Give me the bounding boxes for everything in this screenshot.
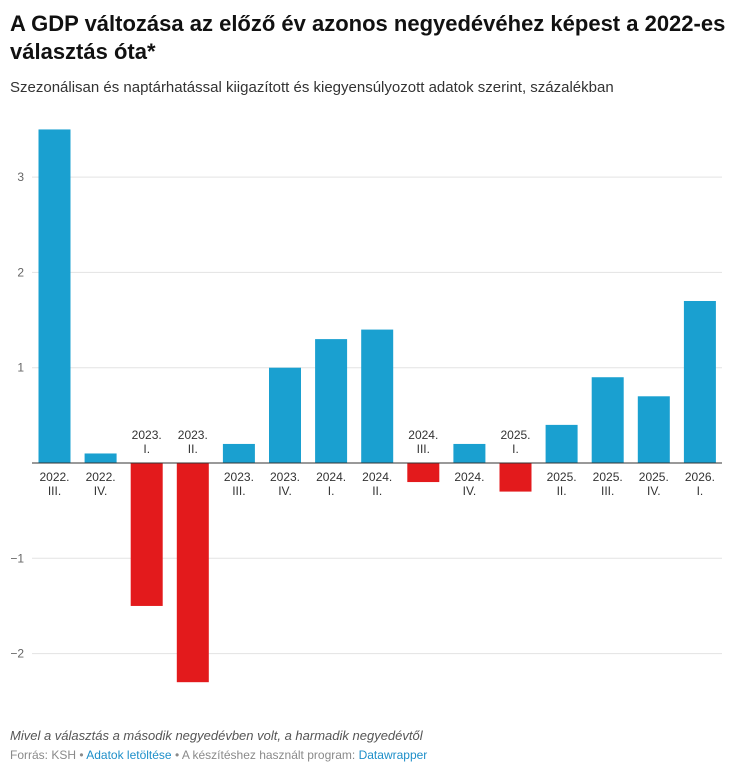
x-category-label: 2024. I. bbox=[316, 470, 346, 498]
bar bbox=[130, 463, 163, 606]
bar bbox=[84, 453, 117, 463]
bar bbox=[407, 463, 440, 483]
x-category-label: 2023. IV. bbox=[270, 470, 300, 498]
source-text: Forrás: KSH • bbox=[10, 748, 84, 762]
download-data-link[interactable]: Adatok letöltése bbox=[86, 748, 172, 762]
bar bbox=[453, 443, 486, 463]
bar bbox=[637, 396, 670, 463]
bar bbox=[499, 463, 532, 492]
bar bbox=[315, 339, 348, 463]
x-category-label: 2025. I. bbox=[500, 428, 530, 456]
category-labels: 2022. III. 2022. IV. 2023. I. 2023. II. 2023. III… bbox=[39, 428, 714, 498]
bars bbox=[38, 129, 716, 683]
bar bbox=[361, 329, 394, 463]
x-category-label: 2023. I. bbox=[132, 428, 162, 456]
gridlines: −2 −1 1 2 3 bbox=[10, 170, 722, 661]
chart-subtitle: Szezonálisan és naptárhatással kiigazíto… bbox=[10, 79, 614, 96]
bar bbox=[545, 424, 578, 463]
x-category-label: 2023. III. bbox=[224, 470, 254, 498]
tool-text: • A készítéshez használt program: bbox=[174, 748, 356, 762]
x-category-label: 2026. I. bbox=[685, 470, 715, 498]
source-line: Forrás: KSH • Adatok letöltése • A készí… bbox=[10, 748, 427, 762]
x-category-label: 2022. IV. bbox=[86, 470, 116, 498]
x-category-label: 2024. III. bbox=[408, 428, 438, 456]
x-category-label: 2022. III. bbox=[39, 470, 69, 498]
y-tick-label: 1 bbox=[17, 361, 24, 375]
x-category-label: 2023. II. bbox=[178, 428, 208, 456]
bar bbox=[683, 300, 716, 463]
bar-chart: −2 −1 1 2 3 2022. III. 2022. IV. 2023. I. 2023. II.… bbox=[10, 129, 722, 683]
x-category-label: 2025. II. bbox=[547, 470, 577, 498]
footnote: Mivel a választás a második negyedévben … bbox=[10, 728, 423, 743]
bar bbox=[176, 463, 209, 683]
y-tick-label: 2 bbox=[17, 265, 24, 279]
y-tick-label: −2 bbox=[10, 647, 24, 661]
x-category-label: 2025. IV. bbox=[639, 470, 669, 498]
x-category-label: 2025. III. bbox=[593, 470, 623, 498]
bar bbox=[222, 443, 255, 463]
y-tick-label: −1 bbox=[10, 551, 24, 565]
bar bbox=[38, 129, 71, 463]
bar bbox=[269, 367, 301, 463]
x-category-label: 2024. II. bbox=[362, 470, 392, 498]
datawrapper-link[interactable]: Datawrapper bbox=[358, 748, 428, 762]
chart-title: A GDP változása az előző év azonos negye… bbox=[10, 11, 726, 64]
x-category-label: 2024. IV. bbox=[454, 470, 484, 498]
bar bbox=[591, 377, 624, 463]
y-tick-label: 3 bbox=[17, 170, 24, 184]
